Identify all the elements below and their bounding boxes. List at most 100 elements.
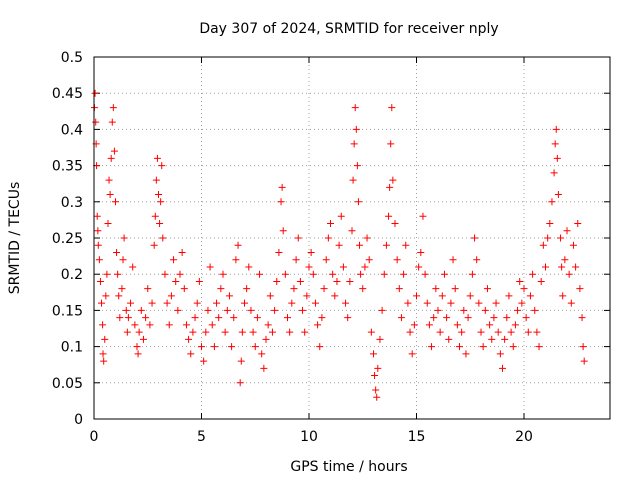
data-point [466, 292, 474, 300]
data-point [533, 328, 541, 336]
data-point [191, 314, 199, 322]
data-point [98, 299, 106, 307]
data-point [99, 350, 107, 358]
data-point [415, 263, 423, 271]
data-point [142, 314, 150, 322]
y-tick-label: 0.15 [52, 303, 83, 319]
data-point [249, 328, 257, 336]
data-point [322, 256, 330, 264]
data-point [189, 328, 197, 336]
data-point [492, 299, 500, 307]
data-point [378, 306, 386, 314]
data-point [569, 241, 577, 249]
data-point [182, 321, 190, 329]
data-point [374, 364, 382, 372]
data-point [425, 321, 433, 329]
data-points [90, 89, 588, 401]
data-point [96, 277, 104, 285]
data-point [221, 328, 229, 336]
data-point [544, 234, 552, 242]
data-point [509, 343, 517, 351]
data-point [354, 198, 362, 206]
data-point [546, 220, 554, 228]
plot-frame [93, 56, 611, 420]
data-point [165, 321, 173, 329]
data-point [262, 335, 270, 343]
data-point [223, 306, 231, 314]
data-point [225, 292, 233, 300]
data-point [108, 118, 116, 126]
data-point [264, 321, 272, 329]
data-point [146, 321, 154, 329]
data-point [155, 191, 162, 199]
data-point [94, 227, 102, 235]
data-point [475, 299, 483, 307]
data-point [266, 292, 274, 300]
data-point [131, 321, 139, 329]
data-point [376, 335, 384, 343]
data-point [331, 292, 339, 300]
data-point [329, 270, 337, 278]
data-point [501, 335, 509, 343]
y-tick-label: 0 [74, 412, 83, 428]
data-point [290, 285, 298, 293]
data-point [101, 335, 109, 343]
data-point [458, 328, 466, 336]
data-point [402, 241, 410, 249]
data-point [349, 176, 357, 184]
data-point [449, 256, 457, 264]
data-point [436, 328, 444, 336]
data-point [294, 234, 302, 242]
data-point [529, 270, 537, 278]
data-point [346, 277, 354, 285]
data-point [460, 306, 468, 314]
data-point [324, 234, 332, 242]
data-point [271, 306, 279, 314]
data-point [119, 256, 127, 264]
data-point [365, 256, 373, 264]
data-point [124, 314, 132, 322]
data-point [421, 270, 429, 278]
data-point [135, 328, 143, 336]
data-point [505, 292, 513, 300]
data-point [432, 285, 440, 293]
data-point [380, 270, 388, 278]
y-tick-label: 0.45 [52, 86, 83, 102]
data-point [213, 299, 221, 307]
data-point [215, 314, 223, 322]
x-tick-label: 5 [197, 429, 206, 445]
data-point [279, 227, 287, 235]
data-point [351, 104, 359, 112]
data-point [348, 227, 356, 235]
data-point [397, 314, 405, 322]
data-point [352, 125, 360, 133]
data-point [542, 263, 549, 271]
data-point [333, 277, 341, 285]
data-point [406, 328, 414, 336]
x-tick-label: 20 [515, 429, 533, 445]
x-axis-label: GPS time / hours [290, 459, 407, 475]
data-point [443, 314, 451, 322]
data-point [110, 147, 118, 155]
data-point [554, 191, 562, 199]
data-point [408, 350, 416, 358]
data-point [109, 104, 117, 112]
data-point [311, 299, 319, 307]
data-point [404, 299, 412, 307]
data-point [367, 328, 375, 336]
data-point [275, 248, 283, 256]
data-point [524, 328, 532, 336]
data-point [451, 285, 459, 293]
data-point [208, 321, 216, 329]
data-point [134, 350, 142, 358]
data-point [234, 241, 242, 249]
data-point [198, 343, 205, 351]
data-point [260, 364, 268, 372]
data-point [386, 183, 394, 191]
data-point [337, 212, 345, 220]
data-point [558, 263, 566, 271]
data-point [563, 227, 571, 235]
data-point [159, 234, 167, 242]
data-point [353, 162, 361, 170]
data-point [202, 328, 210, 336]
